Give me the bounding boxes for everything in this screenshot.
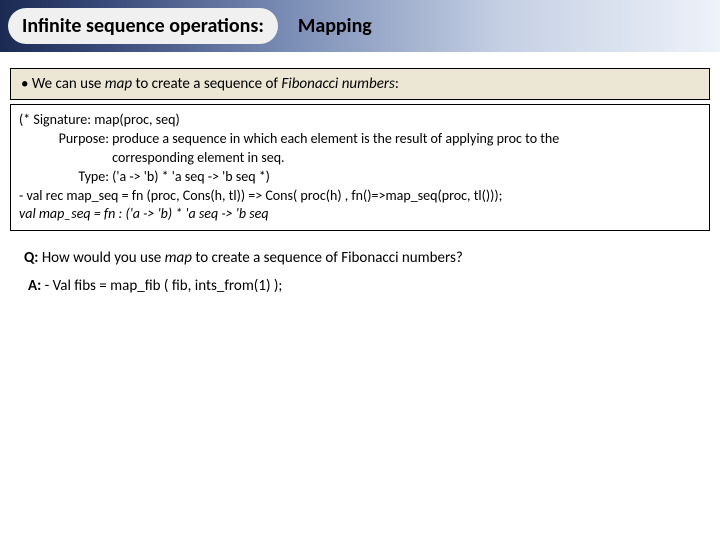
- sig-text: map(proc, seq): [94, 111, 180, 128]
- purpose-line-2: corresponding element in seq.: [19, 149, 701, 168]
- sig-line: (* Signature: map(proc, seq): [19, 111, 701, 130]
- bullet-box: • We can use map to create a sequence of…: [10, 68, 710, 100]
- q-label: Q:: [24, 249, 38, 267]
- purpose-label: Purpose:: [19, 130, 109, 149]
- bullet-emph-fib: Fibonacci numbers: [281, 75, 395, 93]
- title-pill: Infinite sequence operations:: [8, 8, 278, 44]
- purpose-text-2: corresponding element in seq.: [112, 149, 284, 166]
- q-emph: map: [165, 249, 192, 267]
- bullet-emph-map: map: [105, 75, 132, 93]
- answer-line: A: - Val fibs = map_fib ( fib, ints_from…: [10, 277, 710, 295]
- code-line: - val rec map_seq = fn (proc, Cons(h, tl…: [19, 187, 701, 206]
- a-label: A:: [28, 277, 41, 295]
- type-label: Type:: [19, 168, 109, 187]
- sig-label: (* Signature:: [19, 111, 91, 128]
- type-line: Type: ('a -> 'b) * 'a seq -> 'b seq *): [19, 168, 701, 187]
- code-box: (* Signature: map(proc, seq) Purpose: pr…: [10, 104, 710, 231]
- type-text: ('a -> 'b) * 'a seq -> 'b seq *): [112, 168, 270, 185]
- bullet-prefix: • We can use: [21, 75, 105, 93]
- header-subtitle: Mapping: [298, 14, 372, 38]
- a-text: - Val fibs = map_fib ( fib, ints_from(1)…: [41, 277, 282, 295]
- bullet-suffix: :: [395, 75, 399, 93]
- purpose-text-1: produce a sequence in which each element…: [112, 130, 559, 147]
- question-line: Q: How would you use map to create a seq…: [10, 249, 710, 267]
- q-before: How would you use: [38, 249, 164, 267]
- q-after: to create a sequence of Fibonacci number…: [192, 249, 463, 267]
- bullet-mid: to create a sequence of: [132, 75, 281, 93]
- header-bar: Infinite sequence operations: Mapping: [0, 0, 720, 52]
- purpose-line-1: Purpose: produce a sequence in which eac…: [19, 130, 701, 149]
- result-line: val map_seq = fn : ('a -> 'b) * 'a seq -…: [19, 205, 701, 224]
- content-area: • We can use map to create a sequence of…: [0, 52, 720, 303]
